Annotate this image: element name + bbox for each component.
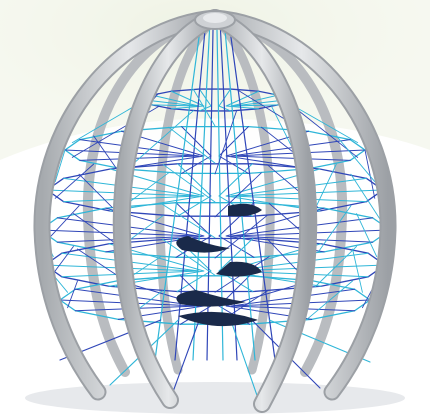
rope: [229, 88, 260, 92]
rope: [151, 104, 200, 107]
rope: [154, 29, 201, 361]
rope: [229, 29, 276, 361]
rope: [218, 237, 254, 272]
rope: [335, 135, 376, 183]
rope: [305, 280, 353, 321]
rope: [349, 149, 366, 162]
spiral-platforms: [176, 203, 262, 327]
rope: [177, 163, 212, 197]
rope: [59, 288, 76, 301]
rope: [257, 104, 279, 110]
rope: [64, 138, 81, 151]
rope: [317, 205, 352, 254]
rope: [176, 270, 212, 293]
rope: [310, 310, 356, 321]
rope: [62, 201, 111, 212]
rope: [354, 299, 371, 312]
rope: [219, 29, 238, 361]
rope: [170, 108, 201, 112]
rope: [218, 155, 249, 174]
rope: [175, 202, 212, 237]
rope: [230, 319, 261, 405]
rope: [169, 319, 200, 401]
rope: [313, 163, 337, 213]
rope: [314, 246, 358, 288]
rope: [151, 104, 173, 110]
rope: [192, 88, 216, 127]
rope: [214, 215, 268, 259]
top-hub: [194, 10, 236, 30]
rope: [61, 276, 110, 287]
rope: [56, 207, 107, 219]
rope: [168, 126, 216, 164]
rope: [224, 29, 256, 361]
rope: [356, 213, 378, 258]
rope: [230, 155, 351, 161]
rope: [364, 149, 376, 199]
rope: [74, 310, 120, 321]
rope: [93, 135, 117, 169]
rope: [59, 299, 76, 312]
rope: [307, 159, 351, 170]
rope: [319, 168, 368, 179]
rope: [310, 279, 356, 290]
rope: [218, 163, 253, 197]
rope: [230, 104, 279, 107]
rope: [72, 213, 116, 244]
rope: [79, 159, 123, 170]
rope: [218, 88, 232, 107]
rope: [177, 195, 212, 217]
rope: [144, 99, 198, 107]
rope: [230, 139, 351, 157]
rope: [162, 163, 216, 203]
ground-shadow: [25, 382, 405, 414]
rope: [48, 205, 80, 240]
rope: [198, 88, 212, 107]
rope: [174, 29, 206, 361]
rope: [214, 172, 262, 218]
rope: [54, 163, 95, 199]
rope: [64, 149, 81, 162]
rope: [160, 202, 216, 239]
rope: [323, 241, 374, 253]
rope: [349, 138, 366, 151]
rope: [319, 201, 368, 212]
rope: [162, 238, 216, 276]
rope: [78, 173, 113, 208]
rope: [229, 108, 260, 112]
rope: [56, 241, 107, 253]
rope: [352, 248, 363, 293]
rope: [170, 88, 201, 92]
rope: [54, 149, 66, 183]
rope: [214, 110, 238, 175]
front-arches: [33, 9, 397, 413]
rope: [323, 207, 374, 219]
rope: [218, 235, 255, 258]
rope: [74, 279, 120, 290]
rope: [181, 155, 212, 174]
rope: [67, 280, 78, 309]
rope: [320, 243, 369, 254]
rope: [62, 168, 111, 179]
rope: [151, 94, 200, 107]
rope: [52, 246, 74, 274]
rope: [126, 110, 194, 170]
rope: [350, 173, 382, 222]
rope: [79, 139, 200, 157]
